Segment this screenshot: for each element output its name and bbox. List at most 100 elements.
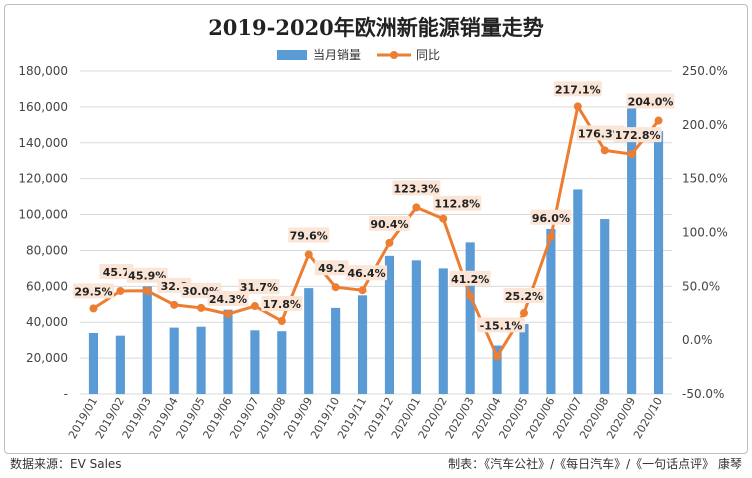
y-left-tick-label: 40,000 xyxy=(26,315,68,329)
line-point-yoy xyxy=(412,203,421,212)
y-left-tick-label: 180,000 xyxy=(18,64,68,78)
line-point-yoy xyxy=(493,352,502,361)
data-label-bg xyxy=(503,288,545,304)
line-point-yoy xyxy=(627,150,636,159)
y-left-tick-label: - xyxy=(64,387,68,401)
data-label-bg xyxy=(553,81,602,97)
line-point-yoy xyxy=(304,250,313,259)
line-point-yoy xyxy=(116,286,125,295)
bar-monthly-sales xyxy=(331,307,341,394)
line-point-yoy xyxy=(600,146,609,155)
credit-note: 制表：《汽车公社》/《每日汽车》/《一句话点评》 康琴 xyxy=(448,457,742,471)
line-point-yoy xyxy=(546,232,555,241)
bar-monthly-sales xyxy=(304,288,314,394)
legend-label-bars: 当月销量 xyxy=(313,48,361,62)
data-label-yoy: 45.7 xyxy=(103,266,130,279)
data-label-yoy: 204.0% xyxy=(628,96,674,109)
data-label-yoy: 31.7% xyxy=(240,281,278,294)
data-label-bg xyxy=(207,291,249,307)
data-label-bg xyxy=(613,127,662,143)
bar-monthly-sales xyxy=(142,286,152,394)
bar-monthly-sales xyxy=(88,332,99,394)
line-point-yoy xyxy=(520,309,528,318)
y-left-tick-label: 20,000 xyxy=(26,351,68,365)
legend-swatch-bars xyxy=(277,50,307,60)
bar-monthly-sales xyxy=(519,324,529,394)
y-right-tick-label: 50.0% xyxy=(682,279,720,293)
line-point-yoy xyxy=(197,303,206,312)
data-label-yoy: 112.8% xyxy=(434,198,480,211)
bar-monthly-sales xyxy=(600,219,610,394)
bar-monthly-sales xyxy=(492,345,502,394)
data-label-yoy: 41.2% xyxy=(451,273,489,286)
y-right-tick-label: 200.0% xyxy=(682,118,728,132)
line-point-yoy xyxy=(466,291,475,300)
data-label-bg xyxy=(368,215,410,231)
line-point-yoy xyxy=(358,286,367,295)
data-label-bg xyxy=(288,227,330,243)
line-point-yoy xyxy=(89,304,98,313)
data-label-bg xyxy=(449,270,491,286)
data-label-bg xyxy=(346,265,388,281)
line-point-yoy xyxy=(573,102,582,111)
y-right-tick-label: 0.0% xyxy=(682,333,713,347)
data-label-yoy: 49.2 xyxy=(318,262,345,275)
y-right-tick-label: 250.0% xyxy=(682,64,728,78)
line-point-yoy xyxy=(224,310,232,319)
data-label-bg xyxy=(392,180,441,196)
legend-label-line: 同比 xyxy=(416,48,440,62)
source-note: 数据来源：EV Sales xyxy=(10,457,122,471)
bar-monthly-sales xyxy=(438,268,448,394)
data-label-yoy: -15.1% xyxy=(480,319,523,332)
bar-monthly-sales xyxy=(169,327,179,394)
bar-monthly-sales xyxy=(223,309,233,394)
bar-monthly-sales xyxy=(357,295,368,394)
data-label-bg xyxy=(99,263,134,279)
line-point-yoy xyxy=(385,238,394,247)
y-left-tick-label: 60,000 xyxy=(26,279,68,293)
bar-monthly-sales xyxy=(115,335,125,394)
line-point-yoy xyxy=(250,302,259,311)
data-label-yoy: 217.1% xyxy=(555,83,601,96)
y-left-tick-label: 100,000 xyxy=(18,208,68,222)
bar-monthly-sales xyxy=(573,189,583,394)
line-point-yoy xyxy=(654,116,663,125)
line-point-yoy xyxy=(143,286,152,295)
data-label-bg xyxy=(576,125,625,141)
y-left-tick-label: 80,000 xyxy=(26,243,68,257)
data-label-bg xyxy=(261,296,303,312)
data-label-yoy: 46.4% xyxy=(347,267,385,280)
data-label-bg xyxy=(72,283,114,299)
chart-title: 2019-2020年欧洲新能源销量走势 xyxy=(208,15,544,40)
data-label-yoy: 90.4% xyxy=(370,218,408,231)
bar-monthly-sales xyxy=(250,330,260,394)
bar-monthly-sales xyxy=(384,255,395,394)
data-label-yoy: 96.0% xyxy=(532,212,570,225)
y-right-tick-label: 150.0% xyxy=(682,172,728,186)
y-left-tick-label: 120,000 xyxy=(18,172,68,186)
bar-monthly-sales xyxy=(653,131,664,394)
bar-monthly-sales xyxy=(277,331,287,394)
data-label-yoy: 79.6% xyxy=(290,229,328,242)
bar-monthly-sales xyxy=(196,326,206,394)
data-label-bg xyxy=(530,209,572,225)
data-label-yoy: 176.3% xyxy=(578,127,624,140)
y-left-tick-label: 160,000 xyxy=(18,100,68,114)
data-label-bg xyxy=(314,260,349,276)
bar-monthly-sales xyxy=(411,260,421,394)
line-point-yoy xyxy=(277,317,286,326)
bar-monthly-sales xyxy=(465,242,475,394)
bar-monthly-sales xyxy=(627,106,637,394)
line-point-yoy xyxy=(170,300,179,309)
data-label-bg xyxy=(238,279,280,295)
data-label-yoy: 123.3% xyxy=(393,182,439,195)
y-right-tick-label: 100.0% xyxy=(682,226,728,240)
bar-monthly-sales xyxy=(546,228,556,394)
y-right-tick-label: -50.0% xyxy=(682,387,724,401)
data-label-yoy: 29.5% xyxy=(74,285,112,298)
data-label-yoy: 172.8% xyxy=(615,129,661,142)
line-point-yoy xyxy=(331,283,340,292)
legend-marker-line xyxy=(390,51,398,59)
line-point-yoy xyxy=(439,214,448,223)
